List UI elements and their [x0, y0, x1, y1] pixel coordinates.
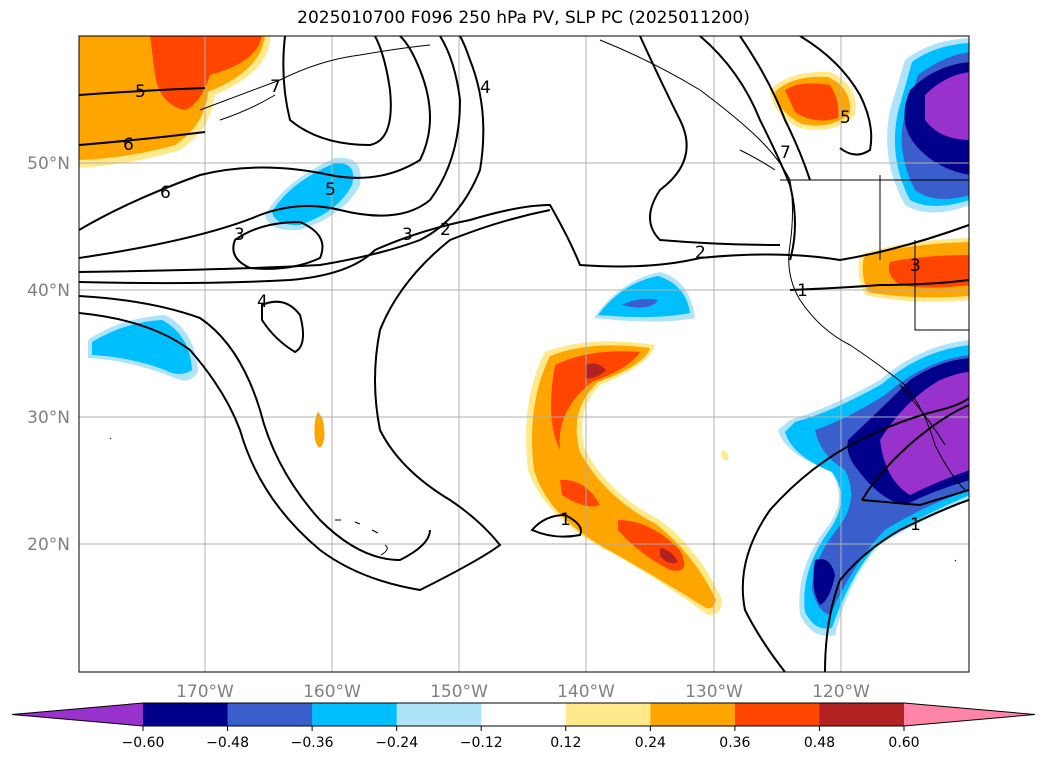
colorbar-tick-label: 0.48	[804, 735, 835, 751]
contour-label: 1	[910, 515, 921, 535]
colorbar-tick-label: −0.60	[122, 735, 165, 751]
contour-line	[79, 295, 431, 562]
contour-line	[861, 404, 969, 501]
pv-anomaly-positive	[560, 479, 600, 507]
pv-anomaly-negative	[598, 276, 690, 318]
longitude-labels: 170°W 160°W 150°W 140°W 130°W 120°W	[176, 682, 870, 702]
contour-label: 3	[234, 225, 245, 245]
lat-label: 30°N	[27, 408, 70, 428]
pv-anomaly-positive	[314, 412, 325, 448]
pv-anomaly-negative	[813, 559, 835, 605]
graticule	[79, 36, 969, 672]
lon-label: 120°W	[812, 682, 870, 702]
coastlines	[109, 39, 969, 562]
lat-label: 20°N	[27, 535, 70, 555]
pv-anomaly-positive	[888, 255, 969, 288]
colorbar-segment	[143, 703, 229, 726]
contour-label: 7	[780, 143, 791, 163]
colorbar-extend-high	[904, 703, 1035, 726]
slp-contours	[79, 36, 969, 672]
lon-label: 150°W	[430, 682, 488, 702]
contour-line	[824, 499, 969, 672]
contour-label: 1	[560, 510, 571, 530]
colorbar-segment	[396, 703, 482, 726]
contour-line	[741, 397, 969, 672]
lon-label: 140°W	[557, 682, 615, 702]
colorbar-extend-low	[12, 703, 143, 726]
colorbar-segment	[565, 703, 651, 726]
contour-line	[282, 36, 392, 147]
colorbar-tick-label: −0.24	[375, 735, 418, 751]
map-frame	[78, 35, 970, 673]
lon-label: 130°W	[685, 682, 743, 702]
contour-line	[861, 489, 969, 507]
colorbar-tick-label: 0.24	[635, 735, 666, 751]
lon-label: 170°W	[176, 682, 234, 702]
lat-label: 50°N	[27, 154, 70, 174]
pv-anomaly-negative	[272, 162, 354, 226]
colorbar-segment	[312, 703, 398, 726]
pv-anomaly-negative	[925, 72, 969, 140]
colorbar-segment	[734, 703, 820, 726]
contour-line	[530, 513, 582, 538]
colorbar-segment	[481, 703, 567, 726]
map-title: 2025010700 F096 250 hPa PV, SLP PC (2025…	[297, 8, 750, 28]
lon-label: 160°W	[303, 682, 361, 702]
pv-anomaly-positive	[150, 36, 262, 110]
contour-line	[789, 279, 969, 291]
contour-label: 2	[695, 243, 706, 263]
colorbar-segment	[650, 703, 736, 726]
contour-label: 5	[840, 108, 851, 128]
colorbar: −0.60 −0.48 −0.36 −0.24 −0.12 0.12 0.24 0.36 0.4…	[11, 702, 1036, 751]
contour-line	[799, 36, 873, 156]
contour-line	[79, 36, 431, 231]
contour-label: 7	[270, 77, 281, 97]
contour-labels: 5 6 6 3 5 4 3 2 4 7 2 1 3 1 1 5 7	[123, 77, 921, 535]
contour-label: 4	[257, 292, 268, 312]
colorbar-segment	[819, 703, 905, 726]
pv-anomaly-positive	[721, 450, 729, 461]
contour-label: 2	[440, 220, 451, 240]
pv-anomaly-positive	[660, 548, 678, 564]
colorbar-tick-label: 0.60	[888, 735, 919, 751]
colorbar-tick-label: 0.36	[719, 735, 750, 751]
contour-line	[79, 131, 206, 146]
colorbar-tick-label: −0.36	[291, 735, 334, 751]
pv-anomaly-positive	[551, 351, 640, 450]
pv-anomaly-negative	[622, 298, 658, 308]
contour-label: 3	[910, 256, 921, 276]
contour-label: 1	[797, 281, 808, 301]
latitude-labels: 50°N 40°N 30°N 20°N	[27, 154, 70, 555]
contour-line	[639, 36, 781, 246]
lat-label: 40°N	[27, 281, 70, 301]
contour-label: 6	[160, 183, 171, 203]
contour-line	[79, 209, 551, 592]
contour-label: 3	[402, 225, 413, 245]
colorbar-segment	[227, 703, 313, 726]
contour-label: 5	[135, 82, 146, 102]
contour-label: 4	[480, 78, 491, 98]
pv-anomaly-positive	[785, 83, 839, 121]
contour-line	[79, 36, 462, 259]
contour-line	[79, 36, 485, 273]
colorbar-tick-label: −0.12	[460, 735, 503, 751]
contour-line	[79, 203, 969, 285]
pv-anomaly-negative	[92, 320, 192, 374]
contour-label: 6	[123, 135, 134, 155]
contour-line	[232, 220, 324, 270]
colorbar-tick-label: 0.12	[550, 735, 581, 751]
contour-label: 5	[325, 180, 336, 200]
colorbar-tick-label: −0.48	[206, 735, 249, 751]
contour-line	[261, 300, 305, 354]
contour-line	[79, 87, 206, 96]
pv-anomaly-positive	[585, 363, 606, 379]
contour-line	[739, 36, 811, 181]
pv-shading	[79, 36, 969, 636]
contour-line	[699, 36, 796, 261]
